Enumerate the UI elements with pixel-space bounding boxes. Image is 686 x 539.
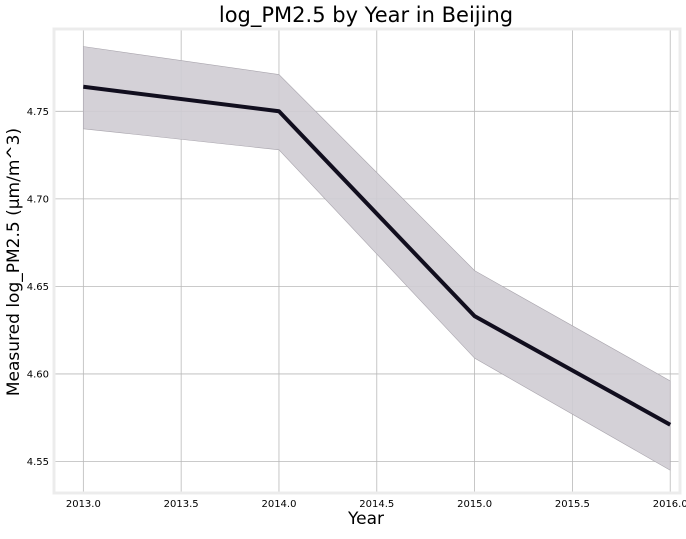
x-tick-label: 2013.0 (66, 499, 101, 510)
x-tick-label: 2013.5 (164, 499, 199, 510)
x-tick-label: 2015.0 (457, 499, 492, 510)
series-line-layer (83, 84, 672, 427)
y-tick-label: 4.60 (27, 369, 49, 380)
y-tick-label: 4.75 (27, 107, 49, 118)
x-axis-label: Year (347, 509, 384, 529)
y-tick-label: 4.70 (27, 194, 49, 205)
y-tick-label: 4.55 (27, 457, 49, 468)
x-tick-label: 2014.0 (261, 499, 296, 510)
x-tick-label: 2015.5 (555, 499, 590, 510)
x-tick-label: 2014.5 (359, 499, 394, 510)
confidence-band-layer (83, 46, 671, 471)
series-line (83, 84, 672, 427)
confidence-band (83, 46, 671, 471)
y-axis-label: Measured log_PM2.5 (µm/m^3) (4, 128, 24, 396)
y-axis-ticks: 4.55 4.60 4.65 4.70 4.75 (27, 107, 49, 468)
x-axis-ticks: 2013.0 2013.5 2014.0 2014.5 2015.0 2015.5 2016… (66, 499, 686, 510)
x-tick-label: 2016.0 (653, 499, 686, 510)
chart-title: log_PM2.5 by Year in Beijing (219, 3, 513, 28)
plot-border (52, 27, 682, 495)
plot-frame (52, 27, 682, 495)
y-tick-label: 4.65 (27, 282, 49, 293)
